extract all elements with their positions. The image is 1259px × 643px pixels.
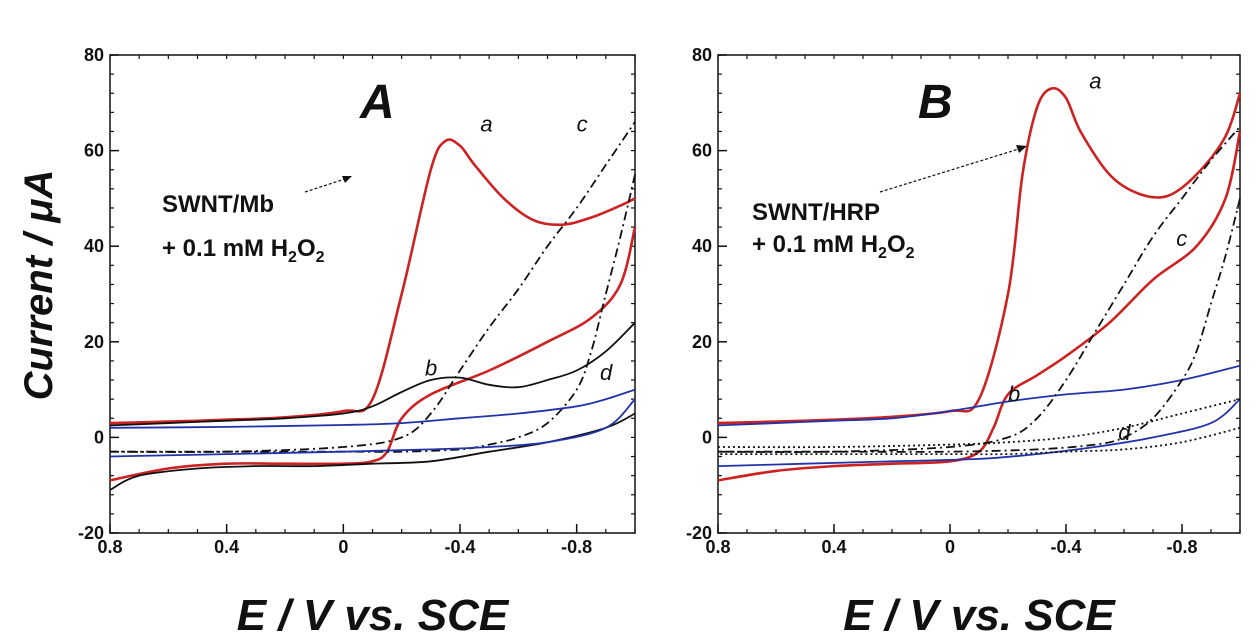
curve-c-return [718,198,1241,453]
curve-a-return [109,226,637,482]
annotation-arrow-b [879,145,1027,193]
y-tick-label: 20 [84,332,104,352]
panel-b: 0.8 0.4 0 -0.4 -0.8 -20 0 20 40 60 80 B SWNT/HRP +… [686,45,1242,640]
annotation-a-line1: SWNT/Mb [162,191,274,218]
y-tick-label: 0 [94,427,104,447]
y-tick-label: 60 [84,141,104,161]
ticks-b: 0.8 0.4 0 -0.4 -0.8 -20 0 20 40 60 80 [686,45,1241,557]
x-axis-label-b: E / V vs. SCE [843,591,1116,640]
annotation-b-mid: O [887,231,906,258]
annotation-a-mid: O [297,235,316,262]
curve-b [717,364,1241,427]
curve-c [109,121,636,453]
curve-d [717,398,1241,449]
x-tick-label: 0.4 [214,537,239,557]
x-tick-label: -0.4 [444,537,475,557]
plot-frame-b [717,54,1241,534]
curve-d-return [109,398,636,458]
curve-d [109,388,636,429]
panel-letter-b: B [918,76,953,129]
x-tick-label: -0.8 [561,537,592,557]
annotation-b-line1: SWNT/HRP [752,199,880,226]
x-tick-label: 0.8 [97,537,122,557]
annotation-b-prefix: + 0.1 mM H [752,231,878,258]
curve-a-return [717,131,1242,482]
curve-label-c: c [1176,226,1187,251]
x-tick-label: 0 [945,537,955,557]
annotation-a-prefix: + 0.1 mM H [162,235,288,262]
y-tick-label: 20 [692,332,712,352]
curve-label-b: b [425,355,437,380]
annotation-a-line2: + 0.1 mM H2O2 [162,235,325,266]
annotation-b-sub1: 2 [878,245,887,262]
curve-label-b: b [1008,382,1020,407]
curve-label-d: d [1118,420,1131,445]
x-tick-label: 0.4 [821,537,846,557]
curve-b [109,322,636,427]
panel-letter-a: A [359,76,395,129]
x-axis-label-a: E / V vs. SCE [237,591,510,640]
y-axis-label: Current / μA [17,170,61,401]
y-tick-label: -20 [78,523,104,543]
annotation-a-sub2: 2 [316,249,325,266]
y-tick-label: 0 [702,427,712,447]
y-tick-label: -20 [686,523,712,543]
annotation-a-sub1: 2 [288,249,297,266]
ticks-a: 0.8 0.4 0 -0.4 -0.8 -20 0 20 40 60 80 [78,45,636,557]
curve-label-c: c [577,111,588,136]
annotation-b-line2: + 0.1 mM H2O2 [752,231,915,262]
curves-b [717,86,1242,482]
curve-a [109,138,636,425]
panel-a: 0.8 0.4 0 -0.4 -0.8 -20 0 20 40 60 80 A SWNT/Mb + … [78,45,637,640]
y-tick-label: 60 [692,141,712,161]
curve-label-a: a [1089,68,1101,93]
x-tick-label: 0.8 [705,537,730,557]
curve-b-return [717,398,1241,467]
x-tick-label: -0.4 [1050,537,1081,557]
curve-label-a: a [480,111,492,136]
curve-d-return [718,426,1241,456]
annotation-arrow-a [304,176,352,193]
curve-c [717,126,1241,453]
curve-label-d: d [600,360,613,385]
y-tick-label: 80 [84,45,104,65]
curve-a [717,86,1242,425]
x-tick-label: 0 [338,537,348,557]
x-tick-label: -0.8 [1166,537,1197,557]
annotation-b-sub2: 2 [906,245,915,262]
curves-a [109,121,637,491]
y-tick-label: 40 [692,236,712,256]
y-tick-label: 40 [84,236,104,256]
y-tick-label: 80 [692,45,712,65]
